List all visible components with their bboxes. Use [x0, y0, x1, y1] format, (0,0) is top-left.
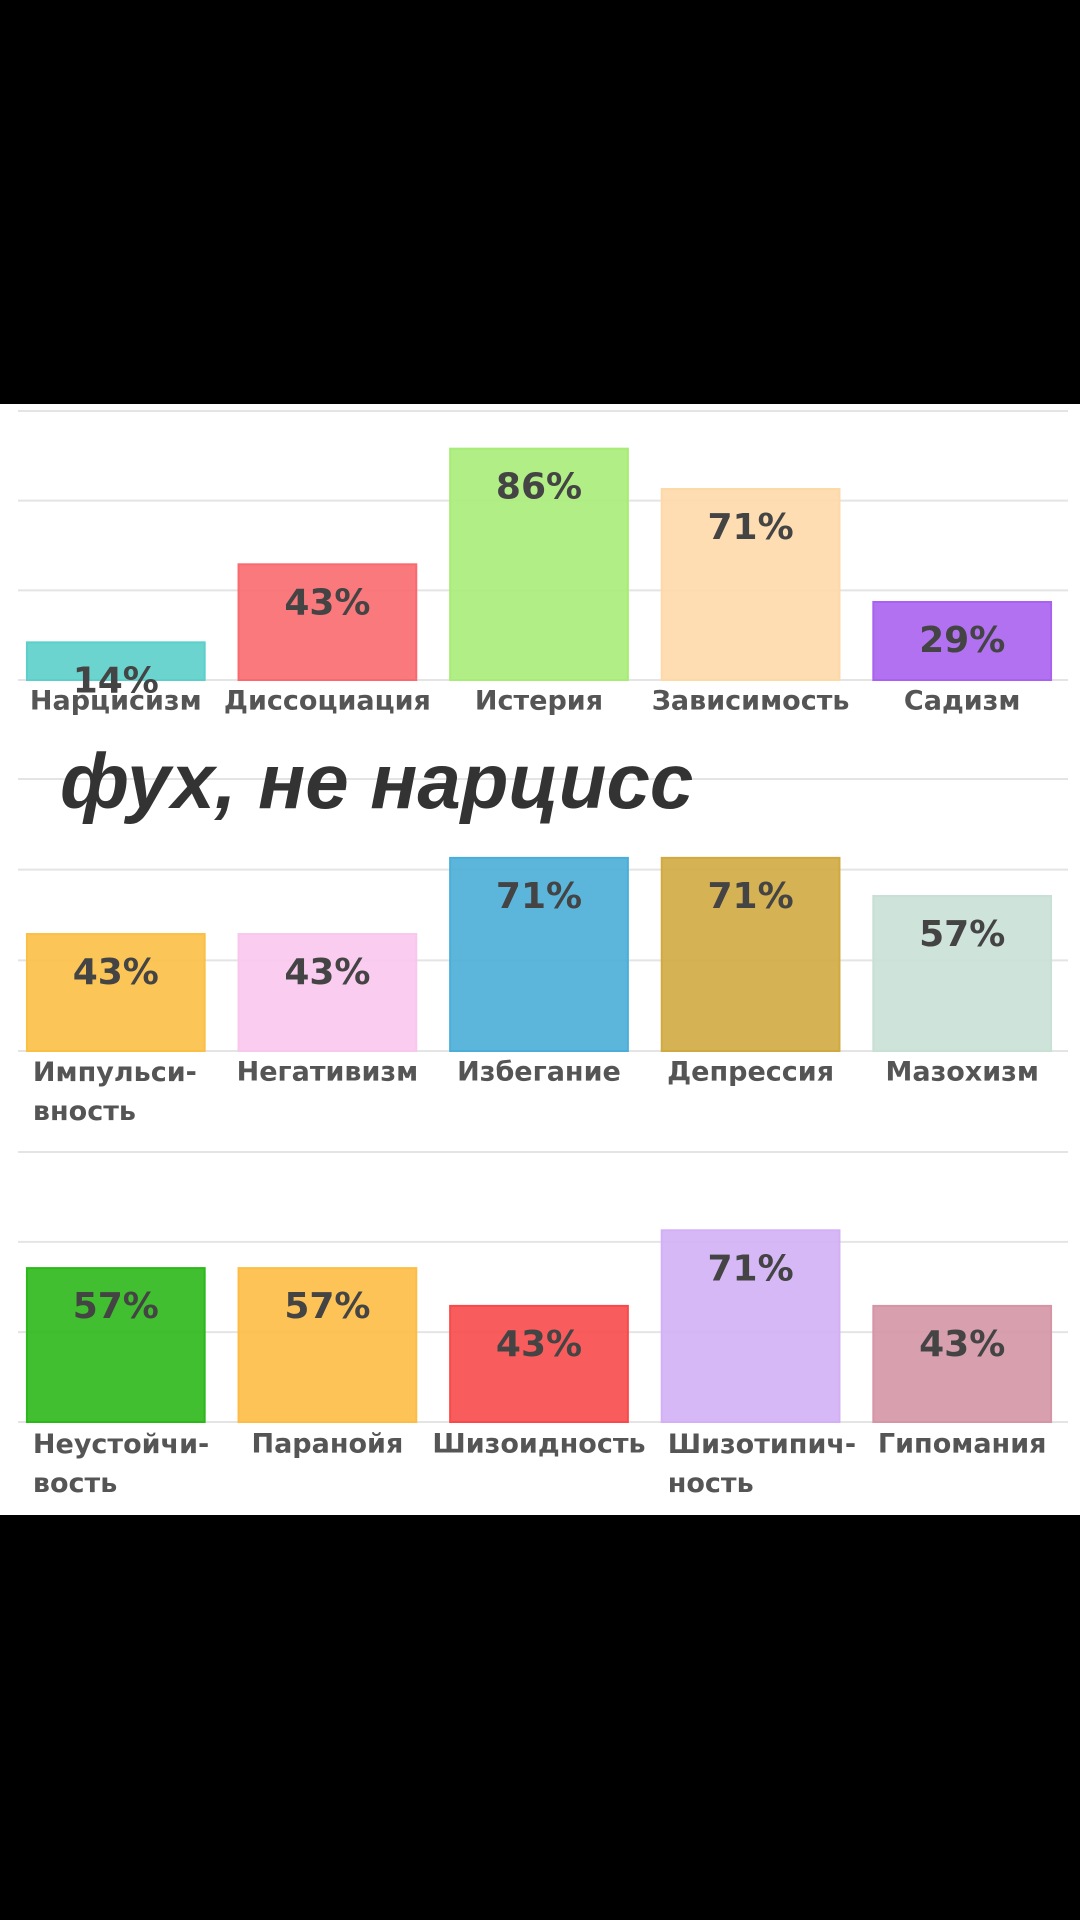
- x-tick-label: Шизотипич-ность: [668, 1429, 856, 1499]
- value-label: 43%: [284, 952, 370, 993]
- caption: фух, не нарцисс: [60, 737, 693, 825]
- x-tick-label: Мазохизм: [885, 1057, 1038, 1088]
- x-tick-label: Гипомания: [878, 1429, 1047, 1460]
- x-tick-label: Паранойя: [251, 1429, 403, 1460]
- value-label: 43%: [284, 582, 370, 623]
- value-label: 57%: [73, 1286, 159, 1327]
- bar: [25, 641, 206, 682]
- bar: [660, 488, 841, 682]
- bar: [25, 1267, 206, 1423]
- charts: 14%Нарцисизм 43% Диссоциация 86% Истерия 71% З…: [18, 410, 1068, 1499]
- x-tick-label: Зависимость: [652, 686, 850, 717]
- value-label: 43%: [496, 1324, 582, 1365]
- x-tick-label: Неустойчи-вость: [33, 1429, 209, 1499]
- x-tick-label: Избегание: [457, 1057, 621, 1088]
- value-label: 57%: [284, 1286, 370, 1327]
- x-tick-label: Шизоидность: [432, 1429, 645, 1460]
- value-label: 57%: [919, 914, 1005, 955]
- bar: [449, 856, 629, 1052]
- bar: [237, 933, 418, 1052]
- bar: [449, 447, 629, 681]
- value-label: 43%: [919, 1324, 1005, 1365]
- value-label: 71%: [708, 1248, 794, 1289]
- x-tick-label: Негативизм: [237, 1057, 419, 1088]
- x-tick-label: Импульси-вность: [33, 1057, 197, 1127]
- bar: [872, 600, 1053, 681]
- x-tick-label: Нарцисизм: [30, 686, 202, 717]
- bar: [25, 933, 206, 1052]
- value-label: 71%: [708, 876, 794, 917]
- value-label: 86%: [496, 467, 582, 508]
- bar: [449, 1304, 629, 1424]
- x-tick-label: Депрессия: [667, 1057, 834, 1088]
- x-tick-label: Садизм: [904, 686, 1021, 717]
- bar: [237, 1267, 418, 1423]
- bar: [660, 1229, 841, 1424]
- x-tick-label: Истерия: [475, 686, 603, 717]
- value-label: 14%: [73, 660, 159, 701]
- value-label: 71%: [708, 507, 794, 548]
- x-tick-label: Диссоциация: [224, 686, 431, 717]
- bar: [872, 1304, 1053, 1424]
- bar: [872, 894, 1053, 1053]
- bar: [237, 563, 418, 682]
- bar: [660, 856, 841, 1052]
- value-label: 43%: [73, 952, 159, 993]
- value-label: 29%: [919, 620, 1005, 661]
- value-label: 71%: [496, 876, 582, 917]
